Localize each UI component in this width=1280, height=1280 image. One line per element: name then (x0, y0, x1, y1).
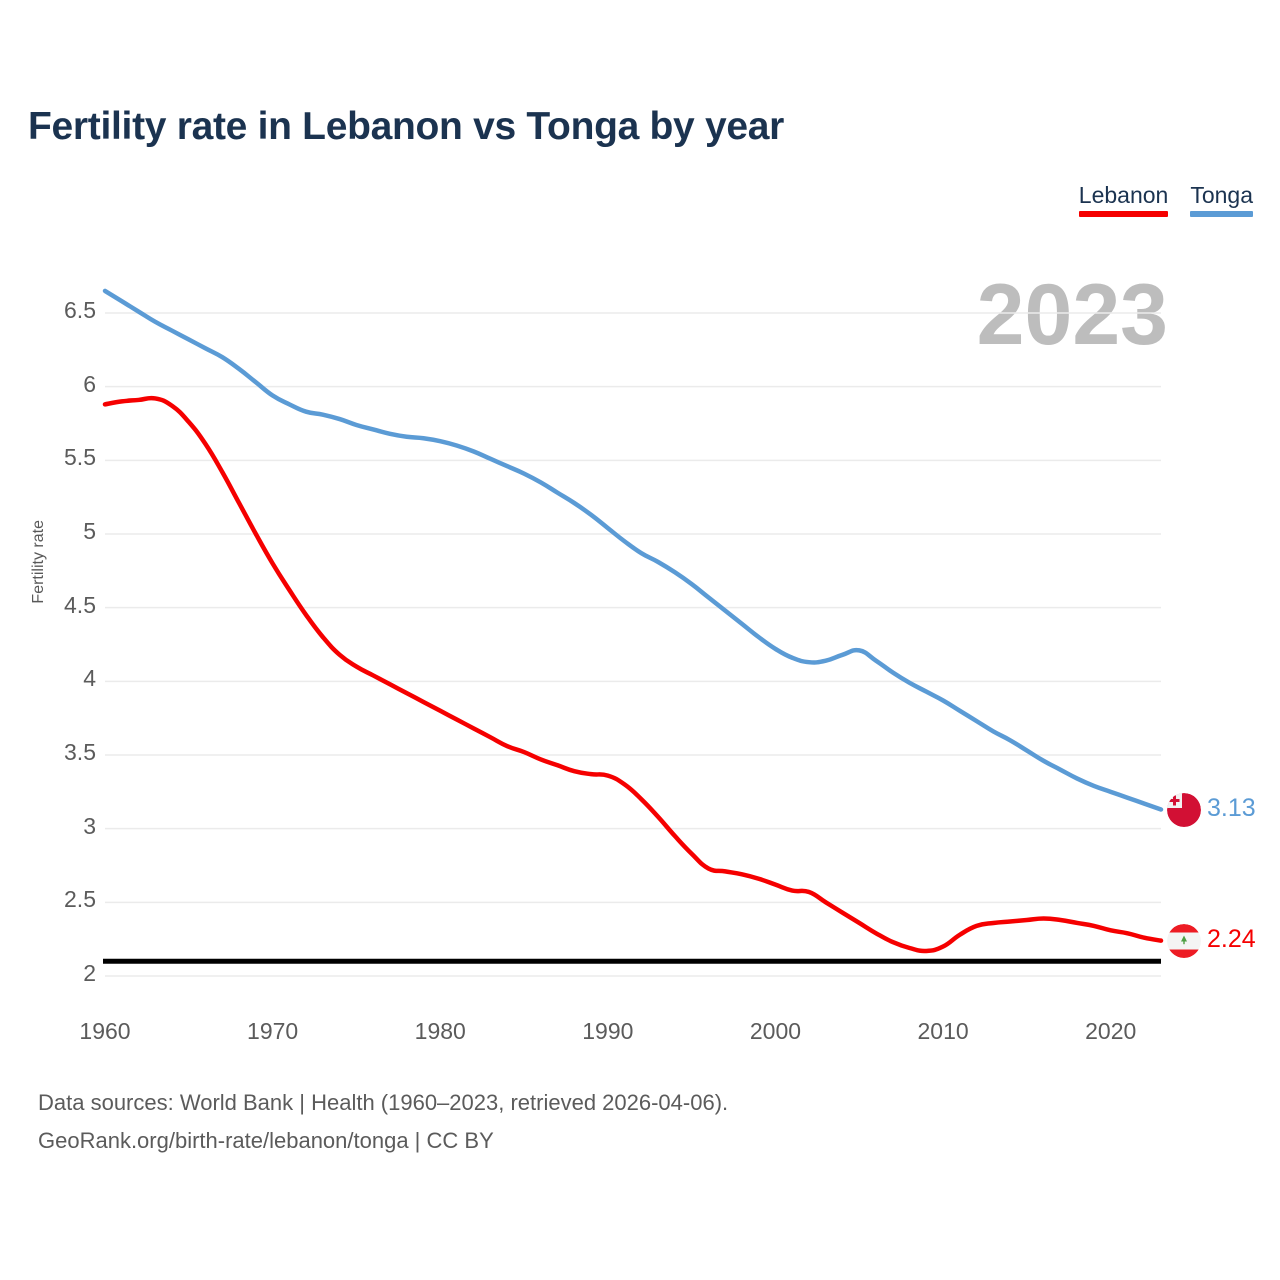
legend-label-lebanon: Lebanon (1078, 182, 1169, 208)
y-tick-label: 2 (83, 960, 96, 986)
legend-item-tonga[interactable]: Tonga (1190, 182, 1253, 217)
chart-legend: Lebanon Tonga (1078, 182, 1253, 217)
footer-data-source: Data sources: World Bank | Health (1960–… (38, 1090, 729, 1115)
x-tick-label: 2020 (1085, 1018, 1137, 1044)
series-line-lebanon (102, 395, 1164, 954)
page-title: Fertility rate in Lebanon vs Tonga by ye… (28, 105, 785, 148)
y-tick-label: 3.5 (64, 739, 96, 765)
legend-item-lebanon[interactable]: Lebanon (1078, 182, 1169, 217)
y-tick-label: 6.5 (64, 297, 96, 323)
y-tick-label: 2.5 (64, 886, 96, 913)
legend-label-tonga: Tonga (1190, 182, 1253, 208)
x-tick-label: 1990 (582, 1018, 634, 1044)
end-label-lebanon: 2.24 (1207, 924, 1256, 953)
series-line-tonga (102, 288, 1164, 812)
lebanon-flag-icon (1167, 923, 1201, 958)
end-label-tonga: 3.13 (1207, 793, 1256, 822)
x-tick-label: 1980 (414, 1018, 466, 1044)
y-tick-label: 4.5 (64, 591, 96, 618)
gridlines (105, 312, 1161, 977)
year-watermark: 2023 (976, 267, 1168, 363)
x-tick-label: 2000 (749, 1018, 802, 1044)
legend-color-swatch-lebanon (1078, 211, 1169, 217)
x-tick-label: 1960 (79, 1018, 131, 1044)
x-tick-label: 1970 (247, 1018, 299, 1044)
y-tick-label: 4 (83, 665, 96, 692)
legend-color-swatch-tonga (1190, 211, 1253, 217)
x-tick-label: 2010 (917, 1018, 969, 1044)
footer-attribution: GeoRank.org/birth-rate/lebanon/tonga | C… (38, 1128, 494, 1153)
y-tick-label: 5.5 (64, 444, 96, 471)
y-tick-label: 3 (83, 812, 96, 839)
y-tick-label: 5 (83, 518, 96, 544)
series-lines (102, 288, 1164, 954)
y-axis-ticks: 2 2.5 3 3.5 4 4.5 5 5.5 6 6.5 (0, 0, 96, 1280)
y-tick-label: 6 (83, 370, 96, 397)
tonga-flag-icon (1167, 792, 1201, 827)
